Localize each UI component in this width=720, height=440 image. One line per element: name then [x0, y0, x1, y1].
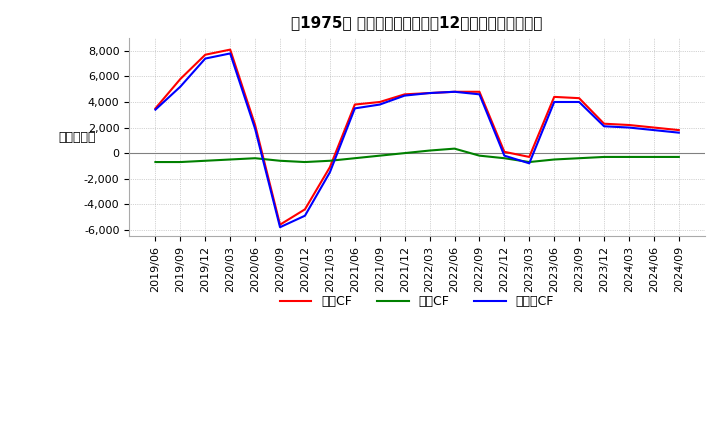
営業CF — [351, 102, 359, 107]
フリーCF — [426, 90, 434, 95]
フリーCF — [649, 128, 658, 133]
投資CF — [251, 156, 259, 161]
営業CF — [675, 128, 683, 133]
投資CF — [675, 154, 683, 160]
フリーCF — [525, 161, 534, 166]
投資CF — [301, 159, 310, 165]
営業CF — [325, 165, 334, 170]
フリーCF — [325, 170, 334, 175]
投資CF — [500, 156, 508, 161]
投資CF — [575, 156, 583, 161]
フリーCF — [276, 224, 284, 230]
営業CF — [600, 121, 608, 126]
営業CF — [276, 222, 284, 227]
投資CF — [625, 154, 634, 160]
フリーCF — [375, 102, 384, 107]
フリーCF — [600, 124, 608, 129]
投資CF — [525, 159, 534, 165]
営業CF — [201, 52, 210, 57]
投資CF — [351, 156, 359, 161]
営業CF — [550, 94, 559, 99]
フリーCF — [400, 93, 409, 98]
投資CF — [176, 159, 184, 165]
投資CF — [201, 158, 210, 163]
投資CF — [276, 158, 284, 163]
営業CF — [575, 95, 583, 101]
フリーCF — [475, 92, 484, 97]
フリーCF — [575, 99, 583, 105]
フリーCF — [201, 56, 210, 61]
投資CF — [550, 157, 559, 162]
営業CF — [151, 106, 160, 111]
営業CF — [251, 122, 259, 128]
投資CF — [375, 153, 384, 158]
営業CF — [625, 122, 634, 128]
フリーCF — [151, 107, 160, 112]
投資CF — [151, 159, 160, 165]
フリーCF — [675, 130, 683, 136]
投資CF — [226, 157, 235, 162]
営業CF — [426, 90, 434, 95]
投資CF — [475, 153, 484, 158]
営業CF — [525, 154, 534, 160]
営業CF — [176, 77, 184, 82]
フリーCF — [450, 89, 459, 95]
Line: 投資CF: 投資CF — [156, 149, 679, 162]
営業CF — [375, 99, 384, 105]
営業CF — [649, 125, 658, 130]
営業CF — [500, 149, 508, 154]
投資CF — [325, 158, 334, 163]
投資CF — [600, 154, 608, 160]
フリーCF — [550, 99, 559, 105]
フリーCF — [625, 125, 634, 130]
フリーCF — [251, 126, 259, 132]
投資CF — [450, 146, 459, 151]
Y-axis label: （百万円）: （百万円） — [58, 131, 96, 143]
投資CF — [400, 150, 409, 156]
営業CF — [475, 89, 484, 95]
投資CF — [426, 148, 434, 153]
フリーCF — [176, 84, 184, 89]
フリーCF — [301, 213, 310, 218]
Line: フリーCF: フリーCF — [156, 53, 679, 227]
投資CF — [649, 154, 658, 160]
Line: 営業CF: 営業CF — [156, 50, 679, 225]
フリーCF — [500, 153, 508, 158]
営業CF — [301, 207, 310, 212]
営業CF — [226, 47, 235, 52]
営業CF — [450, 89, 459, 95]
Title: 【1975】 キャッシュフローの12か月移動合計の推移: 【1975】 キャッシュフローの12か月移動合計の推移 — [292, 15, 543, 30]
フリーCF — [226, 51, 235, 56]
フリーCF — [351, 106, 359, 111]
Legend: 営業CF, 投資CF, フリーCF: 営業CF, 投資CF, フリーCF — [275, 290, 559, 313]
営業CF — [400, 92, 409, 97]
